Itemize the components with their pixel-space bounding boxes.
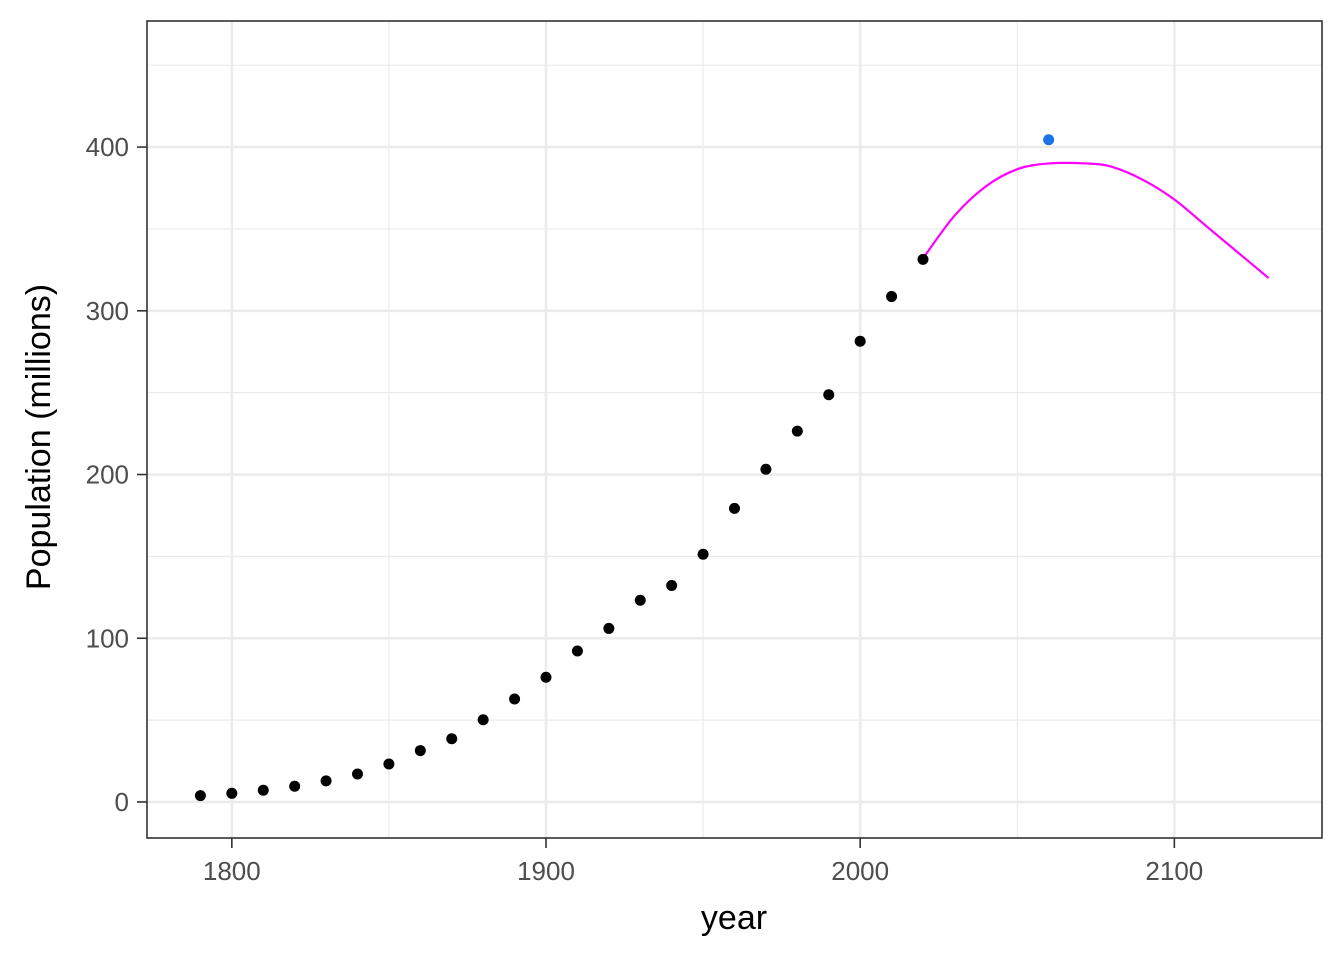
- data-point: [540, 671, 552, 683]
- trend-line: [922, 161, 1270, 279]
- y-tick-label: 0: [115, 787, 129, 817]
- y-axis-title: Population (millions): [20, 284, 58, 590]
- data-point: [320, 775, 332, 787]
- data-point: [1043, 134, 1055, 146]
- data-marks: [194, 134, 1270, 802]
- data-point: [351, 768, 363, 780]
- data-point: [603, 622, 615, 634]
- data-point: [634, 594, 646, 606]
- data-point: [383, 758, 395, 770]
- tick-labels: 1800 1900 2000 2100 0 100 200 300 400: [86, 132, 1204, 886]
- x-tick-label: 1800: [203, 856, 261, 886]
- data-point: [289, 780, 301, 792]
- panel-border: [146, 20, 1323, 839]
- x-tick-label: 2000: [831, 856, 889, 886]
- data-point: [823, 389, 835, 401]
- data-point: [477, 714, 489, 726]
- data-point: [666, 580, 678, 592]
- axis-ticks: [137, 146, 1176, 848]
- data-point: [854, 335, 866, 347]
- data-point: [791, 425, 803, 437]
- y-tick-label: 400: [86, 132, 129, 162]
- y-tick-label: 200: [86, 460, 129, 490]
- data-point: [697, 548, 709, 560]
- x-tick-label: 1900: [517, 856, 575, 886]
- x-axis-title: year: [701, 899, 767, 937]
- y-tick-label: 100: [86, 623, 129, 653]
- data-point: [571, 645, 583, 657]
- major-gridlines: [147, 21, 1322, 838]
- data-point: [509, 693, 521, 705]
- data-point: [414, 745, 426, 757]
- data-point: [446, 733, 458, 745]
- data-point: [917, 253, 929, 265]
- x-tick-label: 2100: [1145, 856, 1203, 886]
- minor-gridlines: [147, 21, 1322, 838]
- data-point: [886, 291, 898, 303]
- y-tick-label: 300: [86, 296, 129, 326]
- data-point: [194, 790, 206, 802]
- data-point: [226, 787, 238, 799]
- data-point: [760, 463, 772, 475]
- data-point: [729, 502, 740, 514]
- data-point: [257, 784, 269, 796]
